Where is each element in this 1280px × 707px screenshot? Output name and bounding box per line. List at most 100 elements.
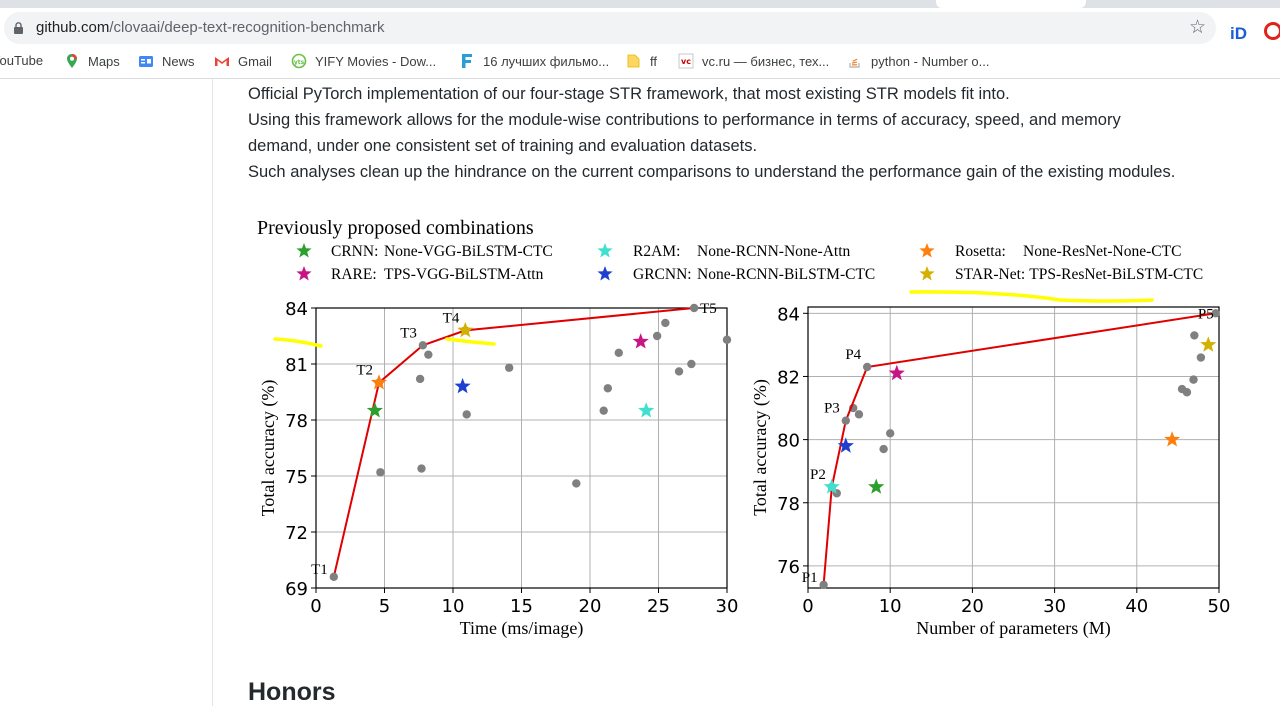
data-point [614,348,623,357]
frontier-point [1211,309,1220,318]
highlight-stroke [909,290,1154,303]
data-point [504,363,514,372]
bookmark-star-icon[interactable]: ☆ [1188,17,1206,38]
bookmark-label: ff [650,53,657,69]
legend-star-icon [296,243,312,258]
model-star-icon [1200,336,1217,352]
data-point [424,350,433,359]
vc-icon: vc [678,53,694,69]
url-text[interactable]: github.com/clovaai/deep-text-recognition… [36,19,385,36]
y-tick-label: 78 [285,411,308,432]
highlighter-marks [273,290,1154,348]
honors-heading: Honors [248,678,336,706]
bookmark-gmail[interactable]: Gmail [214,53,272,69]
data-point [879,444,888,454]
legend-model-config: None-ResNet-None-CTC [1023,243,1181,260]
x-tick-label: 20 [579,596,602,617]
data-point [376,468,385,477]
legend-model-config: TPS-VGG-BiLSTM-Attn [384,266,544,283]
bookmark-label: News [162,53,195,69]
data-point [1190,331,1199,340]
frontier-point-label: T1 [311,562,328,578]
stackoverflow-icon [849,58,860,68]
data-point [886,429,895,438]
data-point [599,406,608,415]
legend-title: Previously proposed combinations [257,217,534,239]
frontier-point-label: P3 [824,401,840,417]
google-news-icon [139,56,153,67]
model-star-icon [1164,431,1181,447]
bookmark-vc[interactable]: vc vc.ru — бизнес, тех... [678,53,829,69]
plot-frame [315,307,728,589]
bookmark-python[interactable]: python - Number o... [847,53,990,69]
frontier-point [841,416,851,425]
data-point [415,374,425,384]
model-star-icon [837,437,854,453]
highlight-stroke [445,337,496,346]
y-tick-label: 80 [777,431,800,452]
frontier-point [689,303,699,313]
x-tick-label: 0 [802,596,813,617]
y-tick-label: 69 [285,579,308,600]
y-axis-label: Total accuracy (%) [258,380,279,517]
extension-red-icon[interactable] [1264,22,1280,40]
bookmark-yify[interactable]: yts YIFY Movies - Dow... [291,53,436,69]
data-point [832,489,841,498]
bookmark-label: Gmail [238,53,272,69]
extension-id-icon[interactable]: iD [1230,24,1247,43]
legend-model-config: None-RCNN-BiLSTM-CTC [697,266,875,283]
maps-pin-icon [67,54,77,68]
x-tick-label: 40 [1125,596,1148,617]
legend-model-name: GRCNN: [633,266,692,283]
frontier-point-label: T2 [356,363,373,379]
bookmark-maps[interactable]: Maps [64,53,120,69]
data-point [854,410,864,419]
frontier-point-label: P2 [810,467,826,483]
toolbar: github.com/clovaai/deep-text-recognition… [0,8,1280,48]
x-tick-label: 10 [442,596,465,617]
y-tick-label: 76 [777,557,800,578]
bookmark-label: YIFY Movies - Dow... [315,53,437,69]
y-tick-label: 84 [285,299,308,320]
data-point [1182,388,1192,397]
frontier-point-label: P1 [802,570,818,586]
bookmarks-bar: YouTube Maps News Gmail yts YIFY Movies … [0,48,1280,79]
data-point [417,464,426,473]
highlight-stroke [273,337,323,348]
frontier-point [329,572,339,581]
data-point [661,318,670,328]
bookmark-label: Maps [88,53,120,69]
legend-model-name: R2AM: [633,243,680,260]
plot-frame [807,306,1220,589]
bookmark-youtube[interactable]: YouTube [0,53,43,68]
x-axis-label: Time (ms/image) [460,618,584,639]
bookmark-ff-folder[interactable]: ff [626,53,657,69]
y-tick-label: 72 [285,523,308,544]
legend: CRNN: None-VGG-BiLSTM-CTC R2AM: None-RCNN-N… [296,243,1203,283]
x-tick-label: 0 [310,596,321,617]
legend-star-icon [597,266,613,281]
frontier-point-label: T3 [400,325,417,341]
lock-icon[interactable] [14,22,23,34]
x-tick-label: 30 [716,596,739,617]
frontier-point [827,482,837,492]
legend-model-name: Rosetta: [955,243,1006,260]
tab-strip[interactable] [0,0,1280,8]
model-star-icon [632,333,649,349]
frontier-point [819,580,828,590]
frontier-line [332,307,695,578]
bookmark-label: vc.ru — бизнес, тех... [702,53,830,69]
model-star-icon [868,478,885,494]
active-tab[interactable] [936,0,1086,8]
bookmark-news[interactable]: News [138,53,195,69]
x-tick-label: 25 [647,596,670,617]
legend-model-name: STAR-Net: [955,266,1025,283]
url-host: github.com [36,19,110,36]
x-tick-label: 50 [1208,596,1231,617]
address-bar[interactable]: github.com/clovaai/deep-text-recognition… [4,12,1216,44]
folder-icon [627,54,640,68]
frontier-point-label: T4 [443,310,460,326]
bookmark-16-films[interactable]: 16 лучших фильмо... [459,53,609,69]
x-tick-label: 5 [379,596,390,617]
data-point [572,479,581,488]
